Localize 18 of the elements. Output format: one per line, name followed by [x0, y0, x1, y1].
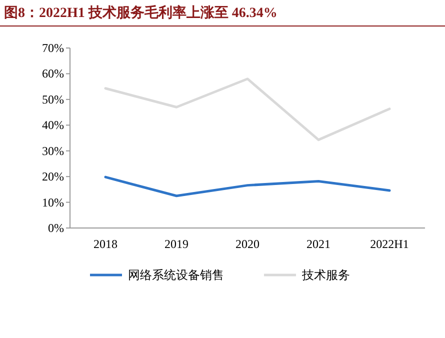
y-tick-label: 30%: [42, 144, 64, 158]
line-series: [104, 78, 391, 142]
x-tick-label: 2018: [94, 237, 118, 251]
y-tick-label: 10%: [42, 195, 64, 210]
y-tick-label: 20%: [42, 170, 64, 184]
y-tick-label: 0%: [48, 221, 64, 235]
y-tick-label: 50%: [42, 92, 64, 106]
x-tick-label: 2021: [306, 237, 330, 251]
x-tick-label: 2019: [164, 237, 188, 251]
x-tick-label: 2022H1: [370, 237, 409, 251]
x-tick-label: 2020: [236, 237, 260, 251]
y-tick-label: 70%: [42, 41, 64, 55]
y-tick-label: 40%: [42, 118, 64, 132]
legend-label: 网络系统设备销售: [128, 268, 224, 282]
y-tick-label: 60%: [42, 66, 64, 81]
line-series: [104, 176, 391, 198]
chart-title: 图8：2022H1 技术服务毛利率上涨至 46.34%: [4, 4, 278, 21]
legend-label: 技术服务: [301, 268, 350, 282]
